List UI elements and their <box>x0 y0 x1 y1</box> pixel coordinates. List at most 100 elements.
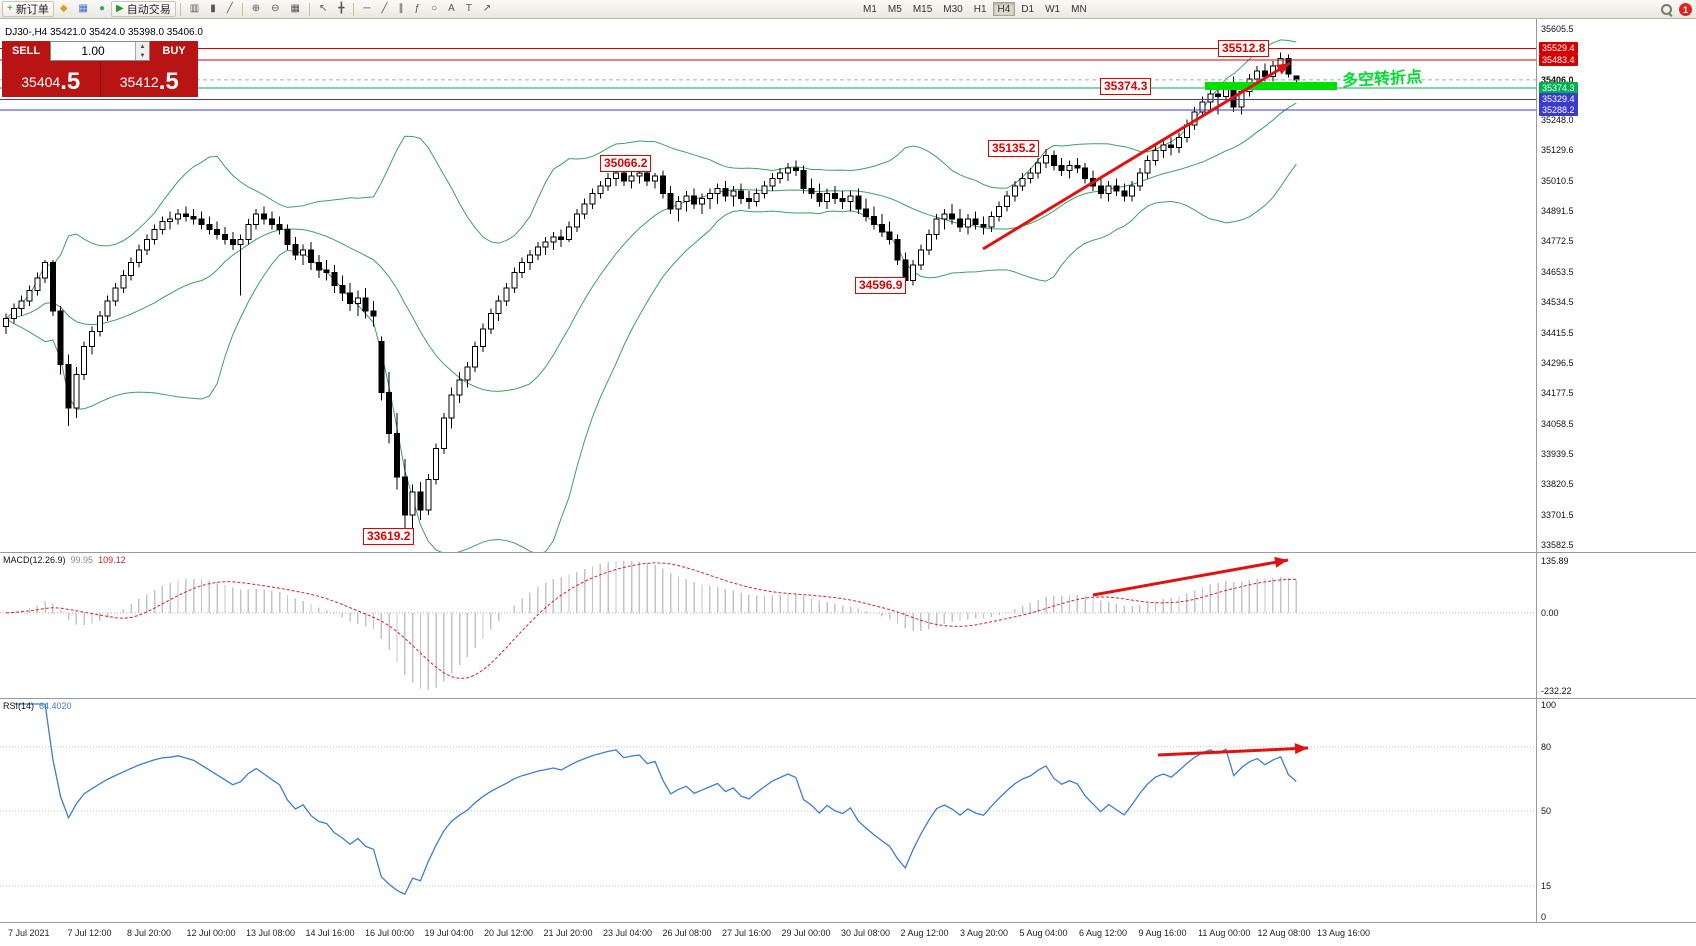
time-axis-label: 13 Aug 16:00 <box>1317 928 1371 938</box>
macd-axis-tick: 0.00 <box>1541 607 1559 618</box>
line-chart-icon[interactable]: ╱ <box>222 1 238 17</box>
volume-input[interactable] <box>51 42 135 60</box>
main-chart-plot[interactable] <box>0 19 1536 552</box>
price-label-annotation[interactable]: 35374.3 <box>1100 78 1152 95</box>
crosshair-icon[interactable]: ╋ <box>333 1 349 17</box>
tile-windows-icon: ▦ <box>290 3 300 14</box>
buy-price[interactable]: 35412 .5 <box>119 68 179 95</box>
timeframe-m5[interactable]: M5 <box>883 2 907 16</box>
macd-label: MACD(12.26.9) 99.95 109.12 <box>3 555 126 565</box>
profiles-icon[interactable]: ◆ <box>55 1 73 17</box>
rsi-panel: RSI(14) 64.4020 <box>0 698 1536 923</box>
timeframe-h4[interactable]: H4 <box>992 2 1016 16</box>
search-icon[interactable] <box>1661 3 1673 16</box>
time-axis-label: 12 Aug 08:00 <box>1257 928 1311 938</box>
market-watch-icon: ▦ <box>78 3 88 14</box>
autotrade-button[interactable]: ▶ 自动交易 <box>111 1 176 17</box>
new-order-button[interactable]: + 新订单 <box>2 1 54 17</box>
zoom-in-icon: ⊕ <box>251 3 261 14</box>
trend-arrow[interactable] <box>1092 556 1289 597</box>
timeframe-toolbar: M1 M5 M15 M30 H1 H4 D1 W1 MN <box>858 2 1092 16</box>
rsi-axis[interactable]: 100 80 50 15 0 <box>1537 698 1696 923</box>
timeframe-m30[interactable]: M30 <box>938 2 967 16</box>
autotrade-icon: ▶ <box>116 3 124 14</box>
rsi-axis-tick: 15 <box>1541 880 1552 891</box>
time-axis-label: 13 Jul 08:00 <box>246 928 296 938</box>
tile-windows-icon[interactable]: ▦ <box>286 1 305 17</box>
time-axis[interactable]: 7 Jul 2021 7 Jul 12:00 8 Jul 20:00 12 Jul 0… <box>0 922 1696 946</box>
toolbar: + 新订单 ◆ ▦ ● ▶ 自动交易 ▥ ▮ ╱ ⊕ ⊖ ▦ ↖ ╋ ─ ╱ ∥ ƒ ○ A T ↗ M1 M5 M15 M30 H… <box>0 0 1696 19</box>
bar-chart-icon[interactable]: ▥ <box>185 1 204 17</box>
macd-axis[interactable]: 135.89 0.00 -232.22 <box>1537 552 1696 698</box>
time-axis-label: 30 Jul 08:00 <box>841 928 891 938</box>
macd-plot[interactable] <box>0 553 1536 698</box>
price-axis[interactable]: 35605.5 35529.4 35483.4 35406.0 35374.3 35329… <box>1537 19 1696 552</box>
new-order-icon: + <box>7 3 13 14</box>
sell-button[interactable]: SELL <box>2 41 50 61</box>
timeframe-m1[interactable]: M1 <box>858 2 882 16</box>
price-tick: 33820.5 <box>1541 479 1574 490</box>
level-price-badge: 35288.2 <box>1539 103 1578 116</box>
shapes-icon[interactable]: ○ <box>426 1 442 17</box>
candlestick-chart-icon[interactable]: ▮ <box>205 1 221 17</box>
trendline-icon[interactable]: ╱ <box>377 1 393 17</box>
trend-arrow[interactable] <box>1157 743 1309 757</box>
price-tick: 34296.5 <box>1541 357 1574 368</box>
time-axis-label: 7 Jul 2021 <box>8 928 50 938</box>
price-label-annotation[interactable]: 35135.2 <box>988 140 1040 157</box>
toolbar-separator <box>308 2 310 16</box>
turning-point-note[interactable]: 多空转折点 <box>1341 68 1423 91</box>
support-zone-bar[interactable] <box>1205 82 1337 91</box>
horizontal-line-icon: ─ <box>363 3 371 14</box>
notification-badge[interactable]: 1 <box>1679 3 1692 16</box>
volume-down-icon[interactable]: ▼ <box>136 51 149 60</box>
market-watch-icon[interactable]: ▦ <box>74 1 93 17</box>
cursor-icon[interactable]: ↖ <box>314 1 332 17</box>
channel-icon[interactable]: ∥ <box>394 1 409 17</box>
shapes-icon: ○ <box>431 3 438 14</box>
channel-icon: ∥ <box>398 3 404 14</box>
timeframe-m15[interactable]: M15 <box>908 2 937 16</box>
zoom-out-icon[interactable]: ⊖ <box>266 1 284 17</box>
price-label-annotation[interactable]: 33619.2 <box>363 528 415 545</box>
rsi-plot[interactable] <box>0 699 1536 923</box>
buy-button[interactable]: BUY <box>150 41 198 61</box>
horizontal-line-icon[interactable]: ─ <box>358 1 375 17</box>
price-tick: 33701.5 <box>1541 509 1574 520</box>
arrows-icon[interactable]: ↗ <box>478 1 496 17</box>
profiles-icon: ◆ <box>59 3 68 14</box>
toolbar-separator <box>353 2 355 16</box>
rsi-axis-tick: 80 <box>1541 741 1552 752</box>
navigator-icon[interactable]: ● <box>94 1 110 17</box>
sell-price[interactable]: 35404 .5 <box>2 61 101 97</box>
timeframe-h1[interactable]: H1 <box>969 2 992 16</box>
macd-histogram <box>13 560 1298 691</box>
fibonacci-icon[interactable]: ƒ <box>410 1 426 17</box>
cursor-icon: ↖ <box>318 3 328 14</box>
time-axis-label: 7 Jul 12:00 <box>67 928 112 938</box>
level-price-badge: 35483.4 <box>1539 54 1578 67</box>
level-price-badge: 35374.3 <box>1539 81 1578 94</box>
text-label-icon[interactable]: T <box>461 1 477 17</box>
price-tick: 33939.5 <box>1541 448 1574 459</box>
zoom-in-icon[interactable]: ⊕ <box>247 1 265 17</box>
price-label-annotation[interactable]: 35512.8 <box>1218 40 1270 57</box>
trend-arrow[interactable] <box>982 61 1291 251</box>
arrows-icon: ↗ <box>482 3 492 14</box>
price-label-annotation[interactable]: 35066.2 <box>600 155 652 172</box>
time-axis-label: 3 Aug 20:00 <box>960 928 1009 938</box>
text-label-icon: T <box>465 3 472 14</box>
price-tick: 34415.5 <box>1541 327 1574 338</box>
time-axis-label: 29 Jul 00:00 <box>781 928 831 938</box>
price-label-annotation[interactable]: 34596.9 <box>855 277 907 294</box>
text-icon[interactable]: A <box>443 1 460 17</box>
timeframe-d1[interactable]: D1 <box>1016 2 1039 16</box>
bar-chart-icon: ▥ <box>189 3 200 14</box>
volume-up-icon[interactable]: ▲ <box>136 42 149 51</box>
timeframe-w1[interactable]: W1 <box>1040 2 1065 16</box>
timeframe-mn[interactable]: MN <box>1066 2 1092 16</box>
time-axis-label: 20 Jul 12:00 <box>484 928 534 938</box>
price-tick: 33582.5 <box>1541 540 1574 550</box>
macd-panel: MACD(12.26.9) 99.95 109.12 <box>0 552 1536 698</box>
time-axis-label: 23 Jul 04:00 <box>603 928 653 938</box>
